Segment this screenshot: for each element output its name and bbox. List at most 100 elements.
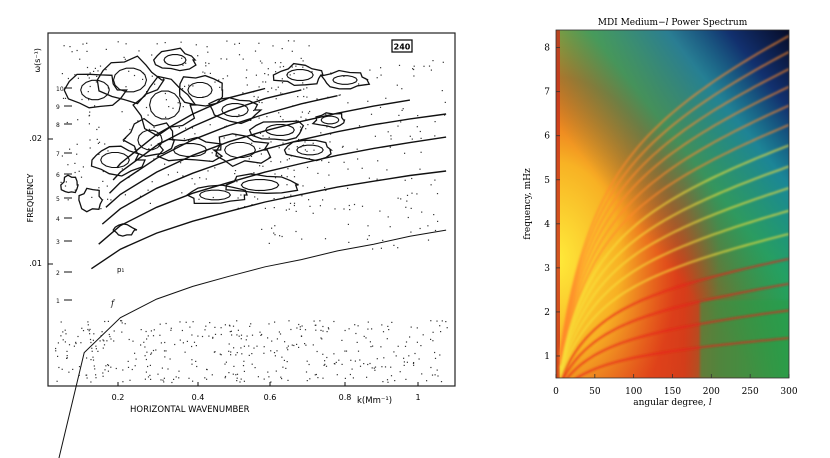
noise-dot bbox=[421, 373, 423, 375]
noise-dot bbox=[195, 44, 197, 46]
noise-dot bbox=[406, 361, 408, 363]
noise-dot bbox=[352, 377, 354, 379]
noise-dot bbox=[383, 357, 385, 359]
noise-dot bbox=[224, 375, 227, 378]
noise-dot bbox=[67, 199, 69, 201]
noise-dot bbox=[189, 326, 191, 328]
noise-dot bbox=[381, 324, 383, 326]
noise-dot bbox=[105, 48, 107, 50]
noise-dot bbox=[60, 181, 62, 183]
noise-dot bbox=[245, 77, 247, 79]
noise-dot bbox=[307, 124, 309, 126]
noise-dot bbox=[345, 350, 348, 352]
noise-dot bbox=[403, 357, 405, 359]
noise-dot bbox=[95, 345, 97, 347]
noise-dot bbox=[367, 100, 369, 102]
power-contour-inner-4 bbox=[221, 103, 249, 117]
noise-dot bbox=[197, 55, 199, 57]
noise-dot bbox=[78, 170, 80, 172]
noise-dot bbox=[282, 65, 285, 68]
noise-dot bbox=[434, 374, 436, 376]
noise-dot bbox=[94, 105, 96, 107]
noise-dot bbox=[254, 196, 256, 198]
noise-dot bbox=[322, 330, 324, 332]
noise-dot bbox=[286, 184, 288, 186]
noise-dot bbox=[66, 350, 68, 352]
noise-dot bbox=[177, 102, 179, 104]
noise-dot bbox=[104, 143, 106, 145]
ridge-curve-4 bbox=[105, 99, 411, 208]
left-mode-index-label-5: 5 bbox=[56, 196, 60, 203]
noise-dot bbox=[188, 377, 190, 379]
noise-dot bbox=[303, 88, 305, 90]
noise-dot bbox=[68, 344, 71, 346]
noise-dot bbox=[402, 108, 404, 110]
noise-dot bbox=[396, 84, 398, 86]
noise-dot bbox=[129, 379, 131, 381]
noise-dot bbox=[169, 358, 171, 360]
noise-dot bbox=[175, 376, 177, 378]
noise-dot bbox=[163, 350, 166, 352]
noise-dot bbox=[105, 69, 107, 71]
noise-dot bbox=[291, 50, 293, 52]
noise-dot bbox=[86, 377, 88, 379]
noise-dot bbox=[259, 165, 261, 167]
noise-dot bbox=[348, 241, 350, 243]
noise-dot bbox=[363, 363, 365, 365]
noise-dot bbox=[413, 362, 415, 364]
noise-dot bbox=[140, 344, 142, 346]
noise-dot bbox=[148, 128, 150, 130]
noise-dot bbox=[263, 378, 265, 380]
noise-dot bbox=[204, 377, 206, 379]
noise-dot bbox=[123, 140, 125, 142]
heatmap-ridge-4 bbox=[559, 233, 789, 378]
noise-dot bbox=[262, 81, 264, 83]
noise-dot bbox=[149, 364, 151, 366]
noise-dot bbox=[217, 154, 219, 156]
noise-dot bbox=[306, 380, 308, 382]
noise-dot bbox=[433, 214, 435, 216]
noise-dot bbox=[165, 322, 167, 325]
noise-dot bbox=[277, 86, 279, 88]
noise-dot bbox=[315, 373, 317, 376]
noise-dot bbox=[280, 92, 282, 94]
noise-dot bbox=[164, 341, 166, 344]
noise-dot bbox=[419, 227, 421, 230]
noise-dot bbox=[88, 114, 91, 116]
noise-dot bbox=[188, 140, 190, 142]
noise-dot bbox=[224, 324, 226, 326]
noise-dot bbox=[299, 126, 302, 128]
noise-dot bbox=[323, 364, 325, 366]
noise-dot bbox=[93, 365, 95, 367]
noise-dot bbox=[295, 65, 297, 67]
noise-dot bbox=[145, 330, 147, 333]
left-xtick-label-2: 0.6 bbox=[264, 393, 277, 402]
noise-dot bbox=[188, 84, 190, 86]
noise-dot bbox=[186, 340, 188, 342]
noise-dot bbox=[309, 110, 311, 113]
noise-dot bbox=[66, 357, 68, 359]
noise-dot bbox=[293, 344, 295, 347]
heatmap-ridge-10 bbox=[559, 104, 789, 364]
noise-dot bbox=[150, 352, 153, 354]
noise-dot bbox=[259, 147, 261, 149]
noise-dot bbox=[403, 361, 405, 363]
noise-dot bbox=[147, 365, 149, 368]
noise-dot bbox=[88, 123, 90, 125]
noise-dot bbox=[410, 326, 412, 328]
noise-dot bbox=[69, 148, 71, 150]
right-xtick-label-2: 100 bbox=[625, 387, 642, 397]
right-ytick-label-1: 2 bbox=[544, 308, 550, 318]
left-box-label-frame bbox=[391, 39, 413, 53]
noise-dot bbox=[62, 339, 64, 341]
noise-dot bbox=[419, 130, 421, 133]
noise-dot bbox=[74, 171, 76, 174]
noise-dot bbox=[155, 349, 157, 351]
noise-dot bbox=[354, 324, 356, 326]
noise-dot bbox=[389, 146, 391, 148]
noise-dot bbox=[354, 360, 356, 362]
noise-dot bbox=[86, 66, 89, 69]
noise-dot bbox=[98, 187, 100, 189]
noise-dot bbox=[322, 199, 324, 201]
noise-dot bbox=[125, 86, 127, 88]
